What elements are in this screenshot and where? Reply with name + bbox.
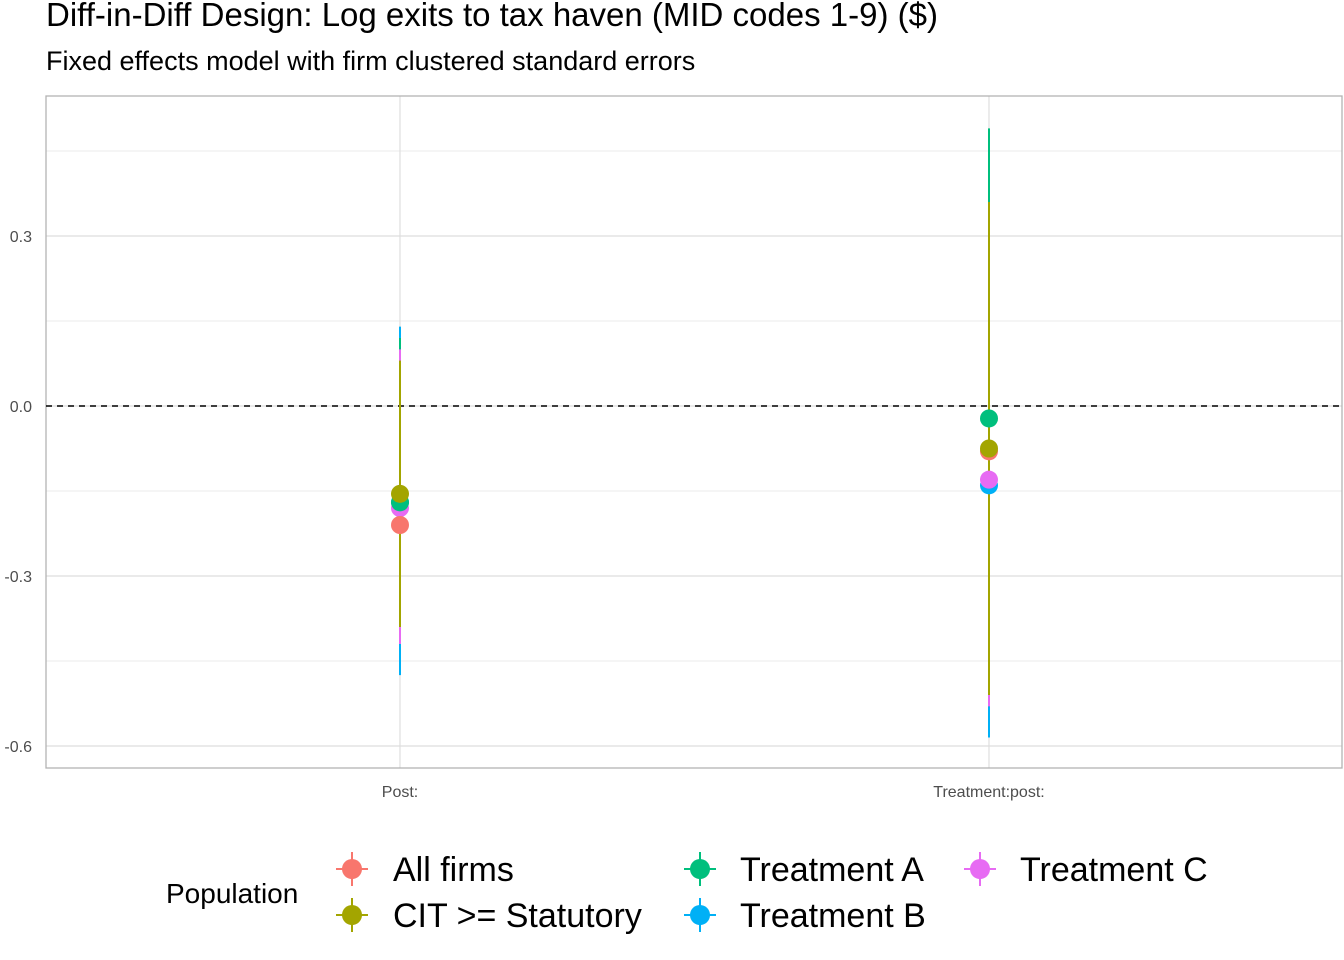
chart-title: Diff-in-Diff Design: Log exits to tax ha… <box>46 0 938 33</box>
x-tick-label: Post: <box>382 784 418 801</box>
panel-border <box>45 95 1343 769</box>
legend-label: All firms <box>393 851 514 889</box>
x-tick-label: Treatment:post: <box>933 784 1044 801</box>
legend-title: Population <box>166 878 298 909</box>
legend-label: CIT >= Statutory <box>393 897 642 935</box>
point-estimate <box>391 516 409 534</box>
y-tick-label: -0.6 <box>4 739 32 756</box>
chart-subtitle: Fixed effects model with firm clustered … <box>46 46 696 76</box>
y-tick-label: 0.0 <box>10 399 32 416</box>
legend-key-point <box>690 859 710 879</box>
point-estimate <box>980 439 998 458</box>
legend-label: Treatment B <box>740 897 926 935</box>
legend-key-point <box>690 905 710 925</box>
y-tick-label: -0.3 <box>4 569 32 586</box>
legend-key-point <box>342 905 362 925</box>
point-estimate <box>980 470 998 489</box>
y-tick-label: 0.3 <box>10 229 32 246</box>
point-estimate <box>391 484 409 503</box>
legend-label: Treatment C <box>1020 851 1208 889</box>
legend-key-point <box>970 859 990 879</box>
legend-key-point <box>342 859 362 879</box>
legend-label: Treatment A <box>740 851 924 889</box>
point-estimate <box>980 409 998 428</box>
